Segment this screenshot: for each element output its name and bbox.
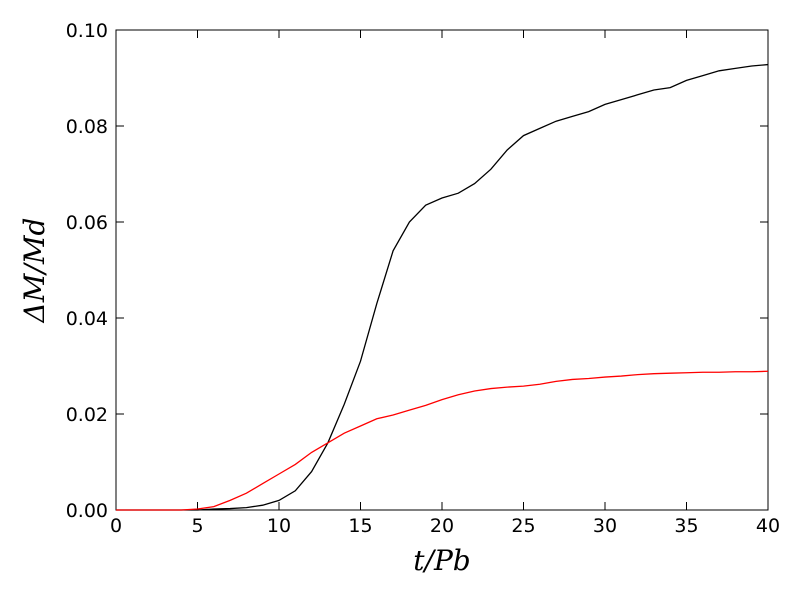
x-tick-label: 20 [430, 515, 454, 537]
data-line [116, 370, 769, 511]
x-tick-label: 25 [511, 515, 535, 537]
x-tick-label: 5 [191, 515, 203, 537]
x-tick-label: 15 [348, 515, 372, 537]
x-axis-label: t/Pb [413, 544, 470, 577]
x-tick-label: 10 [267, 515, 291, 537]
y-tick-label: 0.04 [66, 308, 108, 330]
data-line [116, 63, 769, 511]
y-axis-label: ΔM/Md [18, 218, 51, 324]
plot-frame [115, 29, 769, 511]
y-tick-label: 0.08 [66, 116, 108, 138]
y-tick-label: 0.02 [66, 404, 108, 426]
x-tick-label: 35 [674, 515, 698, 537]
y-tick-label: 0.10 [66, 20, 108, 42]
x-tick-label: 40 [756, 515, 780, 537]
x-tick-label: 0 [110, 515, 122, 537]
x-tick-label: 30 [593, 515, 617, 537]
y-tick-label: 0.00 [66, 500, 108, 522]
y-tick-label: 0.06 [66, 212, 108, 234]
